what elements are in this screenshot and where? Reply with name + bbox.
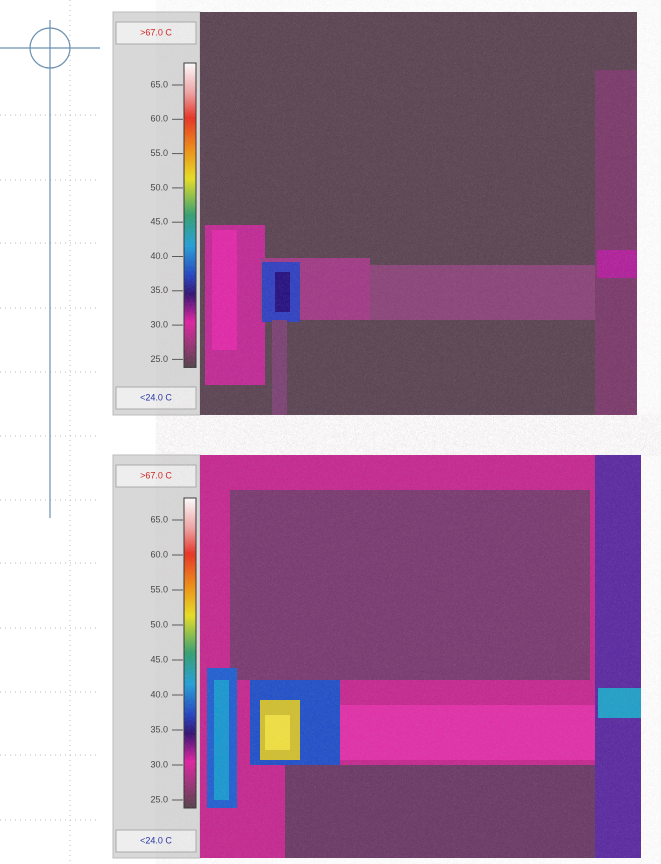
- page: >67.0 C <24.0 C 65.0 60.0 55.0 50.0 45.0 40.0 35…: [0, 0, 661, 864]
- scale-label: 30.0: [150, 319, 168, 329]
- scale-label: 55.0: [150, 148, 168, 158]
- scale-label: 65.0: [150, 514, 168, 524]
- scale-label: 55.0: [150, 584, 168, 594]
- max-label: >67.0 C: [140, 470, 172, 480]
- crosshair: [0, 20, 100, 518]
- scale-label: 45.0: [150, 217, 168, 227]
- scale-label: 35.0: [150, 285, 168, 295]
- thermal-panel: >67.0 C <24.0 C 65.0 60.0 55.0 50.0 45.0 40.0 35…: [113, 12, 637, 415]
- scale-label: 65.0: [150, 79, 168, 89]
- min-label: <24.0 C: [140, 392, 172, 402]
- thermal-panel: >67.0 C <24.0 C 65.0 60.0 55.0 50.0 45.0 40.0 35…: [113, 455, 641, 858]
- scale-label: 40.0: [150, 251, 168, 261]
- scale-label: 25.0: [150, 354, 168, 364]
- scale-label: 60.0: [150, 549, 168, 559]
- scale-label: 30.0: [150, 759, 168, 769]
- min-label: <24.0 C: [140, 835, 172, 845]
- scale-label: 45.0: [150, 654, 168, 664]
- scale-label: 50.0: [150, 619, 168, 629]
- color-scale: [184, 498, 196, 808]
- max-label: >67.0 C: [140, 27, 172, 37]
- thermal-noise: [200, 455, 641, 858]
- scan: >67.0 C <24.0 C 65.0 60.0 55.0 50.0 45.0 40.0 35…: [0, 0, 661, 864]
- scale-label: 60.0: [150, 114, 168, 124]
- thermal-noise: [200, 12, 637, 415]
- scale-label: 35.0: [150, 724, 168, 734]
- scale-label: 25.0: [150, 794, 168, 804]
- scale-label: 50.0: [150, 182, 168, 192]
- color-scale: [184, 63, 196, 367]
- scale-label: 40.0: [150, 689, 168, 699]
